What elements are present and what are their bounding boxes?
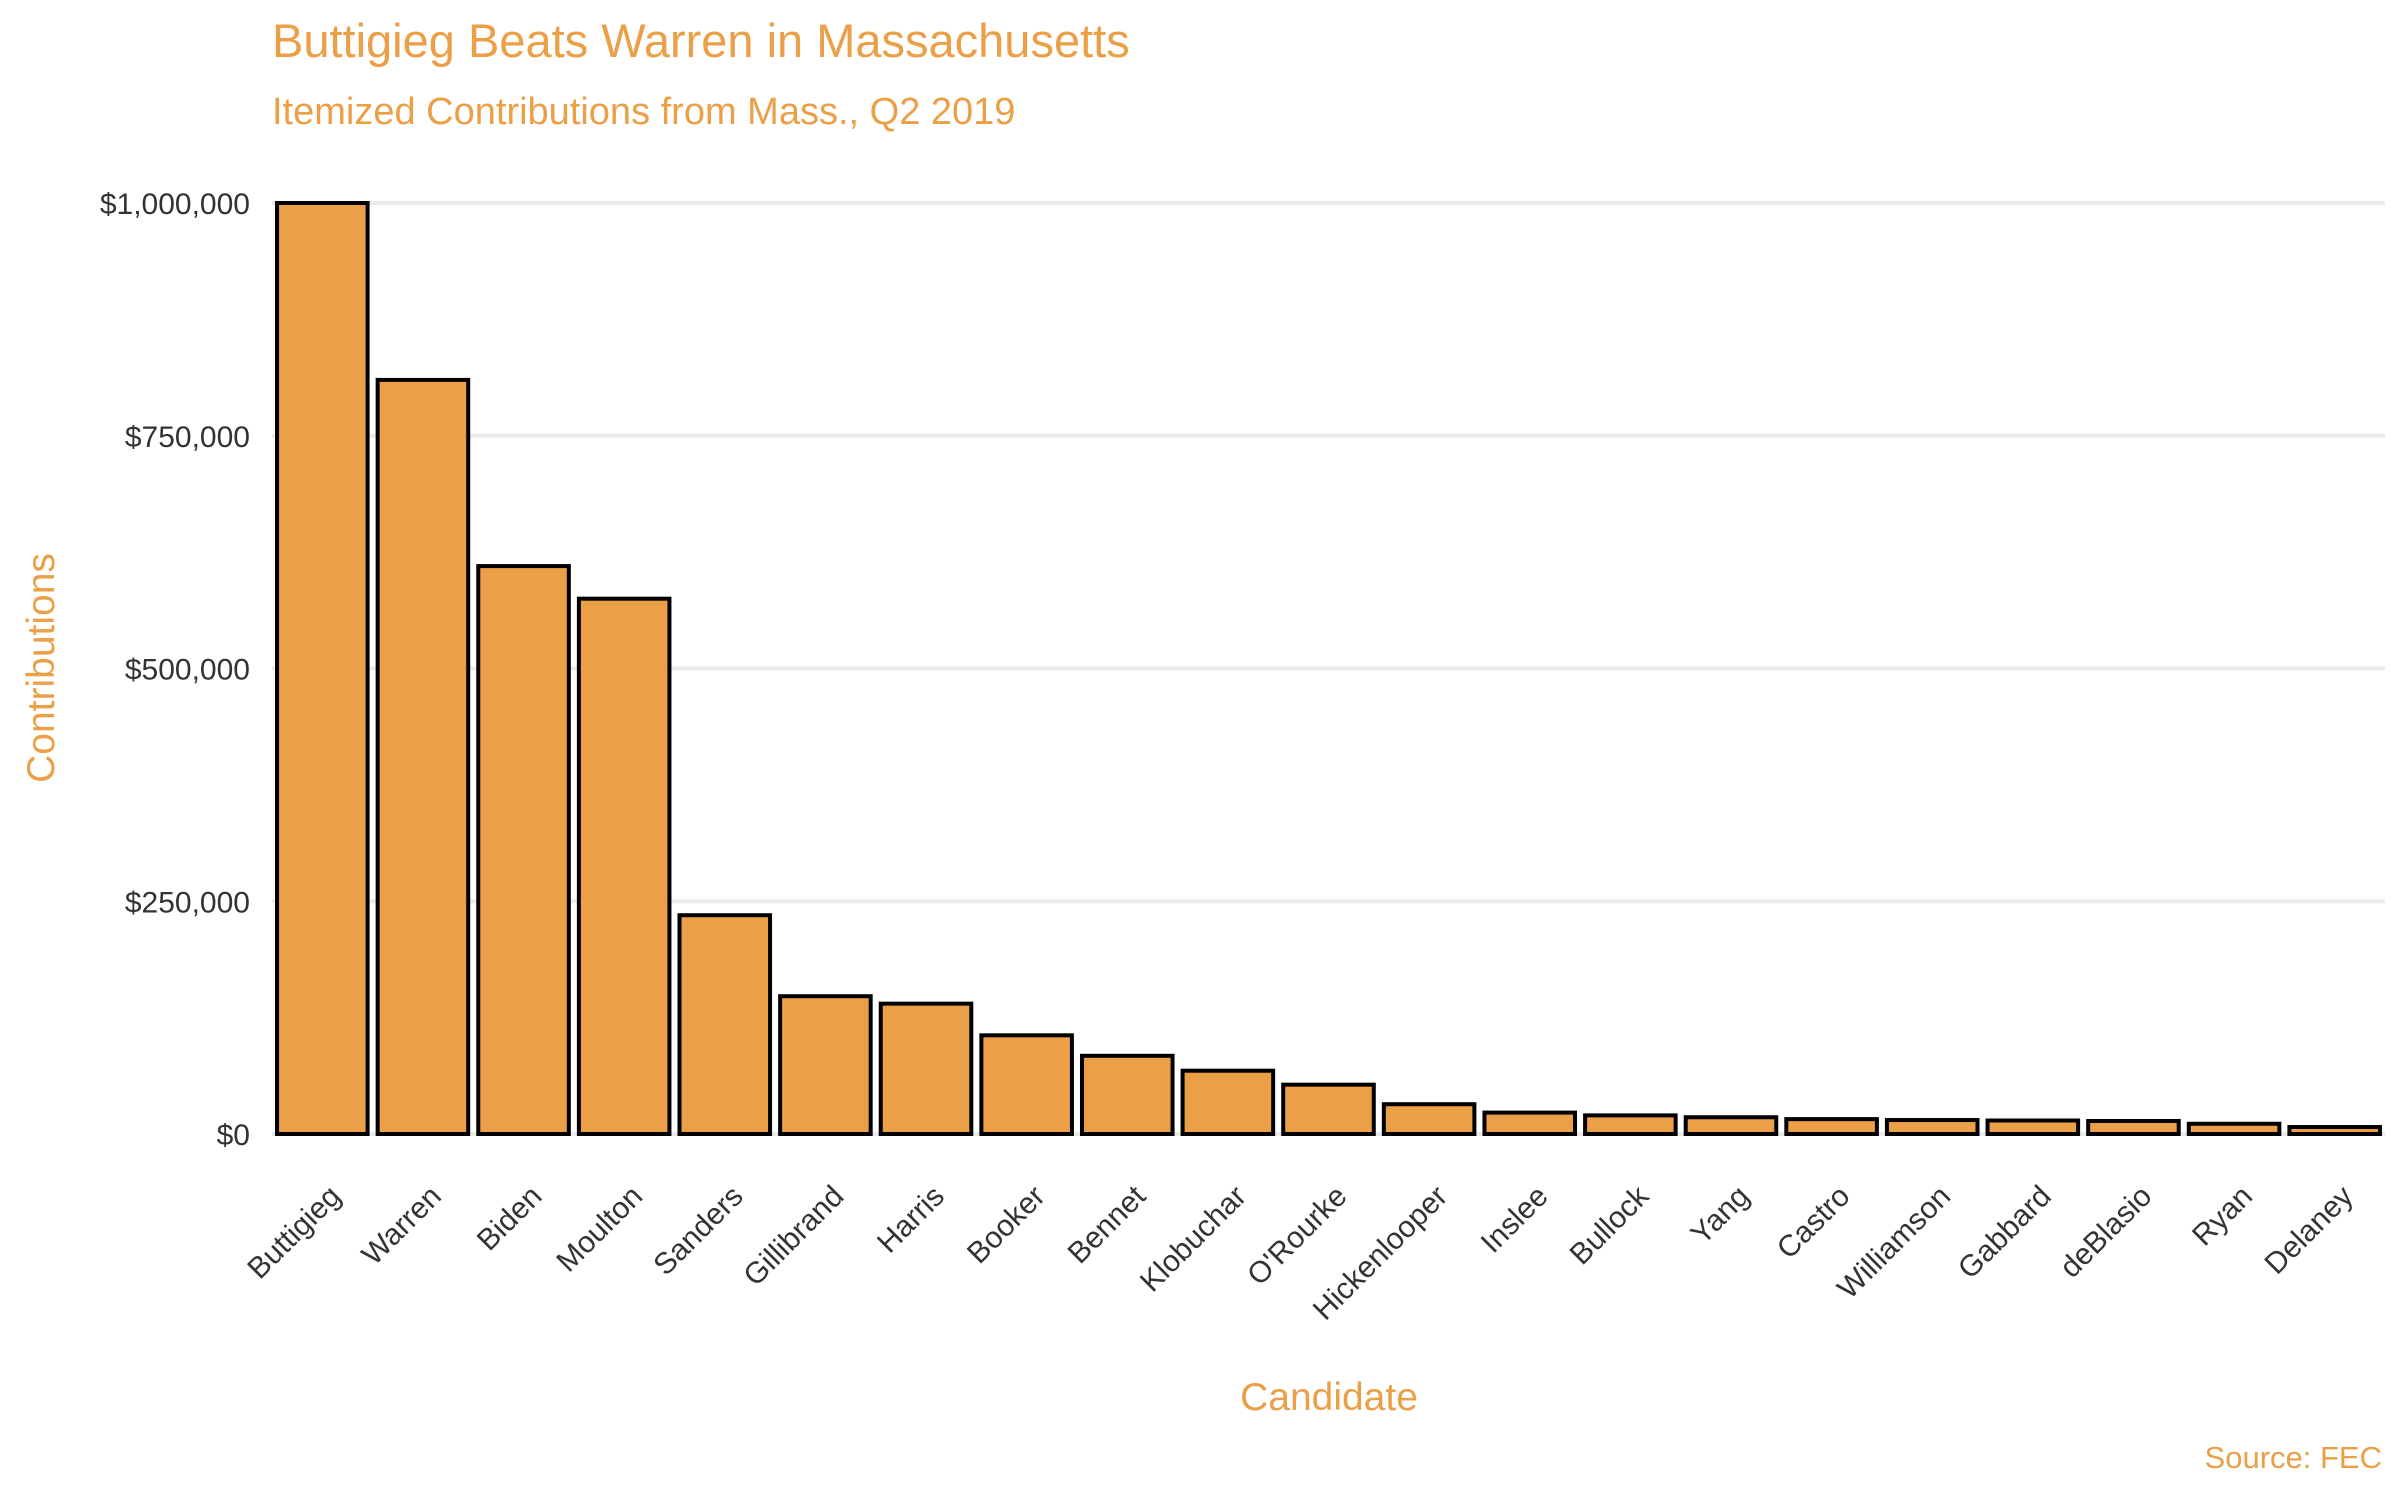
x-tick-label: Gillibrand bbox=[737, 1180, 850, 1293]
bar-warren bbox=[375, 377, 471, 1136]
y-tick-label: $500,000 bbox=[125, 654, 250, 687]
x-tick-label: Castro bbox=[1771, 1180, 1857, 1266]
x-tick-label: Yang bbox=[1685, 1180, 1756, 1251]
bar-williamson bbox=[1884, 1118, 1980, 1137]
bars bbox=[275, 201, 2382, 1137]
bar-sanders bbox=[677, 913, 773, 1137]
y-tick-label: $250,000 bbox=[125, 886, 250, 919]
x-tick-label: Ryan bbox=[2186, 1180, 2259, 1253]
y-axis-ticks: $0 $250,000 $500,000 $750,000 $1,000,000 bbox=[100, 188, 250, 1152]
x-tick-label: Delaney bbox=[2258, 1180, 2359, 1281]
bar-deblasio bbox=[2086, 1118, 2181, 1136]
x-tick-label: Bullock bbox=[1564, 1179, 1656, 1271]
x-tick-label: Klobuchar bbox=[1134, 1180, 1253, 1299]
bar-hickenlooper bbox=[1381, 1102, 1477, 1137]
bar-moulton bbox=[576, 596, 672, 1136]
x-tick-label: Biden bbox=[471, 1180, 549, 1258]
bar-castro bbox=[1784, 1117, 1879, 1137]
bar-klobuchar bbox=[1180, 1068, 1276, 1137]
chart-title: Buttigieg Beats Warren in Massachusetts bbox=[272, 14, 1130, 67]
bar-harris bbox=[878, 1001, 974, 1136]
bar-gabbard bbox=[1985, 1118, 2081, 1136]
y-tick-label: $1,000,000 bbox=[100, 188, 250, 221]
bar-delaney bbox=[2287, 1125, 2382, 1136]
x-tick-label: deBlasio bbox=[2054, 1180, 2159, 1285]
bar-biden bbox=[476, 564, 571, 1136]
bar-bullock bbox=[1583, 1113, 1678, 1137]
x-tick-label: Warren bbox=[356, 1180, 448, 1272]
x-tick-label: Bennet bbox=[1062, 1179, 1153, 1270]
bar-gillibrand bbox=[778, 994, 873, 1136]
x-tick-label: Buttigieg bbox=[241, 1180, 347, 1286]
bar-booker bbox=[979, 1033, 1074, 1136]
bar-bennet bbox=[1079, 1053, 1175, 1137]
x-tick-label: Inslee bbox=[1475, 1180, 1555, 1260]
x-axis-title: Candidate bbox=[1240, 1376, 1418, 1419]
source-caption: Source: FEC bbox=[2205, 1440, 2382, 1475]
x-tick-label: Moulton bbox=[550, 1180, 649, 1279]
x-axis-ticks: Buttigieg Warren Biden MoultonSandersGillib… bbox=[241, 1179, 2359, 1327]
y-tick-label: $0 bbox=[217, 1119, 250, 1152]
x-tick-label: Sanders bbox=[647, 1180, 749, 1282]
bar-inslee bbox=[1482, 1110, 1578, 1137]
y-tick-label: $750,000 bbox=[125, 421, 250, 454]
chart-subtitle: Itemized Contributions from Mass., Q2 20… bbox=[272, 91, 1015, 133]
y-axis-title: Contributions bbox=[20, 553, 63, 783]
bar-orourke bbox=[1281, 1082, 1376, 1136]
x-tick-label: Booker bbox=[961, 1180, 1052, 1271]
x-tick-label: Gabbard bbox=[1952, 1180, 2058, 1286]
x-tick-label: Harris bbox=[871, 1180, 951, 1260]
bar-buttigieg bbox=[275, 201, 370, 1136]
bar-ryan bbox=[2186, 1121, 2282, 1137]
bar-yang bbox=[1683, 1115, 1779, 1136]
